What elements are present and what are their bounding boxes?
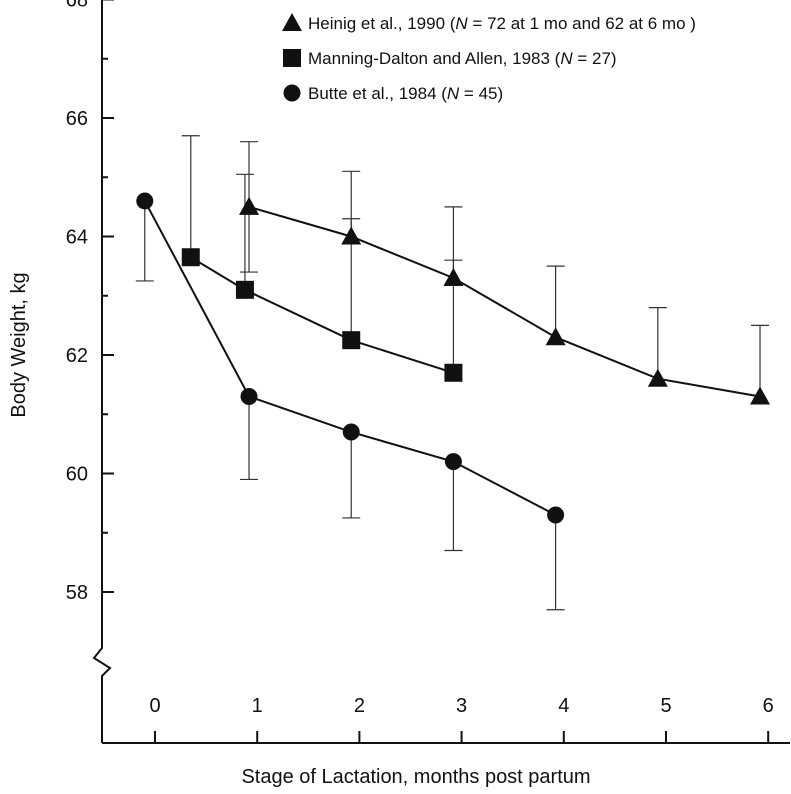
triangle-marker [239,196,260,215]
triangle-marker [647,368,668,387]
x-tick-label-3: 3 [456,695,467,717]
legend: Heinig et al., 1990 (N = 72 at 1 mo and … [282,13,696,103]
x-tick-label-6: 6 [763,695,774,717]
x-tick-label-1: 1 [252,695,263,717]
square-marker [235,280,254,299]
circle-marker [342,423,360,441]
y-tick-label-60: 60 [66,464,88,486]
y-tick-label-62: 62 [66,345,88,367]
y-tick-label-64: 64 [66,227,88,249]
y-tick-label-58: 58 [66,582,88,604]
square-marker [342,331,361,350]
triangle-marker [443,267,464,286]
y-tick-label-66: 66 [66,108,88,130]
triangle-marker [545,327,566,346]
y-axis-title: Body Weight, kg [8,272,30,417]
triangle-marker [341,226,362,245]
square-series-line [190,256,454,374]
data-markers [136,192,771,524]
legend-label-square: Manning-Dalton and Allen, 1983 (N = 27) [308,49,617,68]
legend-label-circle: Butte et al., 1984 (N = 45) [308,84,503,103]
x-tick-label-5: 5 [660,695,671,717]
y-axis-line [92,0,112,743]
triangle-series-line [248,205,761,398]
triangle-marker [750,386,771,405]
x-tick-label-2: 2 [354,695,365,717]
circle-marker [136,192,154,210]
x-axis-title: Stage of Lactation, months post partum [241,766,590,788]
square-marker [181,248,200,267]
circle-series-line [143,200,557,516]
square-marker [444,363,463,382]
circle-marker [240,387,258,405]
y-tick-label-68: 68 [66,0,88,12]
legend-circle-marker [283,84,301,102]
circle-marker [547,506,565,524]
legend-square-marker [283,49,301,67]
axes: 58 60 62 64 66 68 0 1 2 3 4 5 6 [66,0,790,744]
legend-triangle-marker [282,13,302,31]
circle-marker [444,453,462,471]
x-tick-label-4: 4 [558,695,569,717]
x-tick-label-0: 0 [149,695,160,717]
legend-label-triangle: Heinig et al., 1990 (N = 72 at 1 mo and … [308,14,696,33]
